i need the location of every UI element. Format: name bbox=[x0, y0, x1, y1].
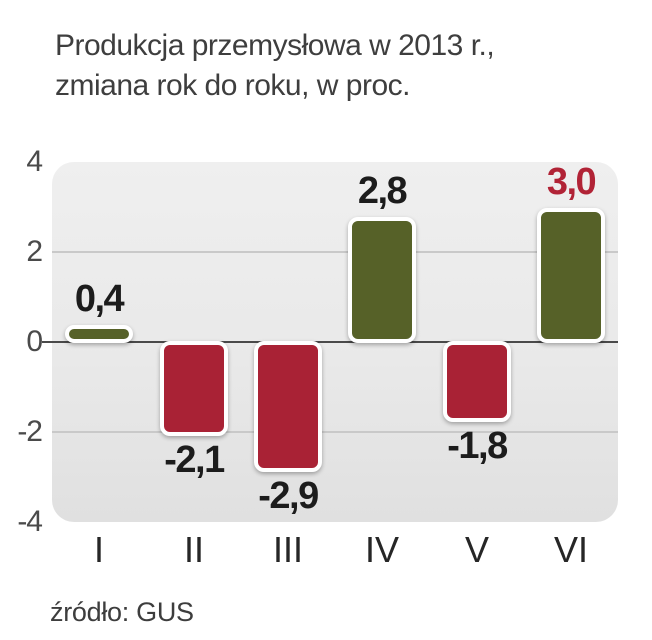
value-label-IV: 2,8 bbox=[357, 170, 408, 212]
bar-V bbox=[443, 341, 511, 422]
x-axis-label-VI: VI bbox=[553, 529, 588, 570]
value-label-VI: 3,0 bbox=[546, 161, 597, 203]
bar-III bbox=[254, 341, 322, 472]
x-axis-label-II: II bbox=[183, 529, 204, 570]
y-tick-label: 4 bbox=[26, 145, 43, 178]
y-tick-label: -4 bbox=[17, 505, 43, 538]
value-label-V: -1,8 bbox=[447, 425, 508, 467]
bar-VI bbox=[537, 208, 605, 343]
bar-I bbox=[65, 325, 133, 343]
chart-title: Produkcja przemysłowa w 2013 r., zmiana … bbox=[55, 26, 495, 106]
zero-gridline bbox=[42, 341, 618, 343]
value-label-I: 0,4 bbox=[74, 278, 125, 320]
source-note: źródło: GUS bbox=[50, 597, 194, 627]
x-axis-label-IV: IV bbox=[364, 529, 399, 570]
value-label-II: -2,1 bbox=[164, 439, 225, 481]
y-tick-label: 2 bbox=[26, 235, 43, 268]
bar-IV bbox=[348, 217, 416, 343]
x-axis-label-III: III bbox=[272, 529, 303, 570]
chart-title-line1: Produkcja przemysłowa w 2013 r., bbox=[55, 29, 495, 62]
chart-title-line2: zmiana rok do roku, w proc. bbox=[55, 69, 410, 102]
value-label-III: -2,9 bbox=[258, 475, 319, 517]
gridline--2 bbox=[52, 431, 618, 433]
x-axis-label-V: V bbox=[464, 529, 489, 570]
bar-II bbox=[160, 341, 228, 436]
y-tick-label: -2 bbox=[17, 415, 43, 448]
gridline-2 bbox=[52, 251, 618, 253]
y-tick-label: 0 bbox=[26, 325, 43, 358]
x-axis-label-I: I bbox=[93, 529, 104, 570]
